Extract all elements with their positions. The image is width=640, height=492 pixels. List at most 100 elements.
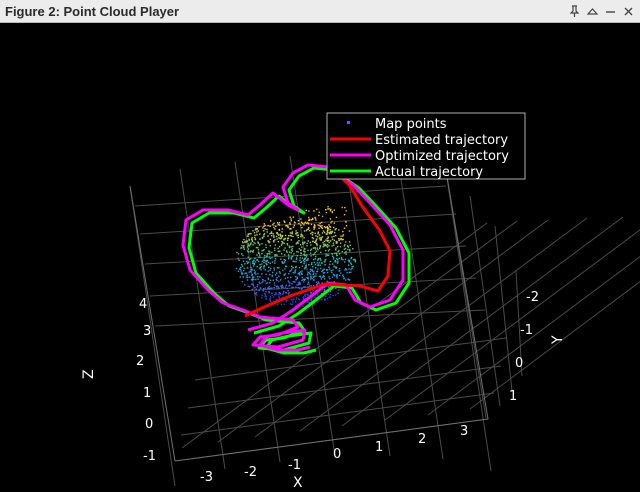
map-point xyxy=(308,229,311,232)
map-point xyxy=(253,231,256,234)
map-point xyxy=(289,234,292,237)
map-point xyxy=(237,270,239,272)
legend[interactable]: Map points Estimated trajectory Optimize… xyxy=(326,112,526,180)
map-point xyxy=(258,244,261,246)
map-point xyxy=(240,270,242,272)
pin-icon[interactable] xyxy=(567,2,582,20)
map-point xyxy=(288,256,290,258)
map-point xyxy=(290,299,293,301)
map-point xyxy=(344,247,347,250)
map-point xyxy=(264,228,266,230)
map-point xyxy=(262,249,264,252)
map-point xyxy=(274,260,276,262)
map-point xyxy=(268,256,270,258)
map-point xyxy=(306,245,308,247)
map-point xyxy=(289,270,291,272)
map-point xyxy=(303,278,305,281)
map-point xyxy=(241,272,243,274)
map-point xyxy=(286,244,289,246)
map-point xyxy=(325,244,327,246)
map-point xyxy=(315,281,318,283)
minimize-icon[interactable] xyxy=(603,2,618,20)
close-icon[interactable] xyxy=(621,2,636,20)
map-point xyxy=(343,245,346,247)
map-point xyxy=(276,266,279,269)
map-point xyxy=(246,240,249,242)
map-point xyxy=(350,271,352,273)
grid-line xyxy=(384,229,640,421)
map-point xyxy=(330,231,332,233)
map-point xyxy=(281,261,283,263)
map-point xyxy=(344,269,346,271)
map-point xyxy=(324,264,326,266)
map-point xyxy=(280,258,282,260)
map-point xyxy=(307,286,309,288)
map-point xyxy=(243,246,245,249)
map-point xyxy=(313,253,315,255)
map-point xyxy=(284,273,286,275)
map-point xyxy=(345,253,347,255)
map-point xyxy=(307,258,309,260)
map-point xyxy=(335,267,337,269)
map-point xyxy=(319,275,322,277)
map-point xyxy=(263,234,265,236)
map-point xyxy=(343,227,346,229)
map-point xyxy=(256,247,259,249)
map-point xyxy=(321,299,323,301)
map-point xyxy=(254,229,257,231)
map-point xyxy=(315,235,317,237)
map-point xyxy=(310,244,312,246)
map-point xyxy=(343,278,345,280)
map-point xyxy=(293,260,295,263)
map-point xyxy=(269,299,271,301)
map-point xyxy=(318,227,320,229)
plot-area[interactable]: -3 -2 -1 0 1 2 3 -1 0 1 2 3 4 -2 -1 0 1 X Y Z Map points… xyxy=(0,23,640,492)
point-cloud-chart[interactable]: -3 -2 -1 0 1 2 3 -1 0 1 2 3 4 -2 -1 0 1 X Y Z Map points… xyxy=(0,23,640,492)
map-point xyxy=(261,263,263,265)
map-point xyxy=(287,237,290,239)
map-point xyxy=(254,236,256,239)
map-point xyxy=(328,266,330,268)
map-point xyxy=(278,267,280,269)
map-point xyxy=(281,286,283,289)
map-point xyxy=(292,245,294,248)
map-point xyxy=(350,263,353,265)
map-point xyxy=(324,245,326,247)
map-point xyxy=(341,238,344,241)
map-point xyxy=(298,299,301,301)
map-point xyxy=(302,235,304,237)
grid-line xyxy=(494,225,513,392)
map-point xyxy=(287,299,289,301)
map-point xyxy=(252,265,255,267)
map-point xyxy=(350,257,352,260)
map-point xyxy=(338,267,341,270)
map-point xyxy=(284,261,286,263)
map-point xyxy=(268,285,270,288)
map-point xyxy=(291,255,294,257)
map-point xyxy=(330,270,332,272)
map-point xyxy=(251,268,253,270)
map-point xyxy=(337,250,339,253)
map-point xyxy=(305,264,307,267)
map-point xyxy=(291,303,294,305)
map-point xyxy=(272,271,274,274)
map-point xyxy=(313,226,315,228)
map-point xyxy=(245,272,247,274)
map-point xyxy=(334,261,336,263)
grid-line xyxy=(234,161,281,463)
map-point xyxy=(314,232,316,234)
map-point xyxy=(303,230,306,232)
map-point xyxy=(249,244,251,246)
map-point xyxy=(267,270,269,272)
z-tick-label: 3 xyxy=(143,324,151,339)
map-point xyxy=(277,240,280,243)
map-point xyxy=(289,228,291,230)
map-point xyxy=(299,259,301,261)
map-point xyxy=(311,234,314,236)
map-point xyxy=(253,241,255,244)
map-point xyxy=(287,290,289,292)
map-point xyxy=(281,243,283,245)
map-point xyxy=(315,273,317,275)
collapse-icon[interactable] xyxy=(585,2,600,20)
map-point xyxy=(327,271,329,274)
